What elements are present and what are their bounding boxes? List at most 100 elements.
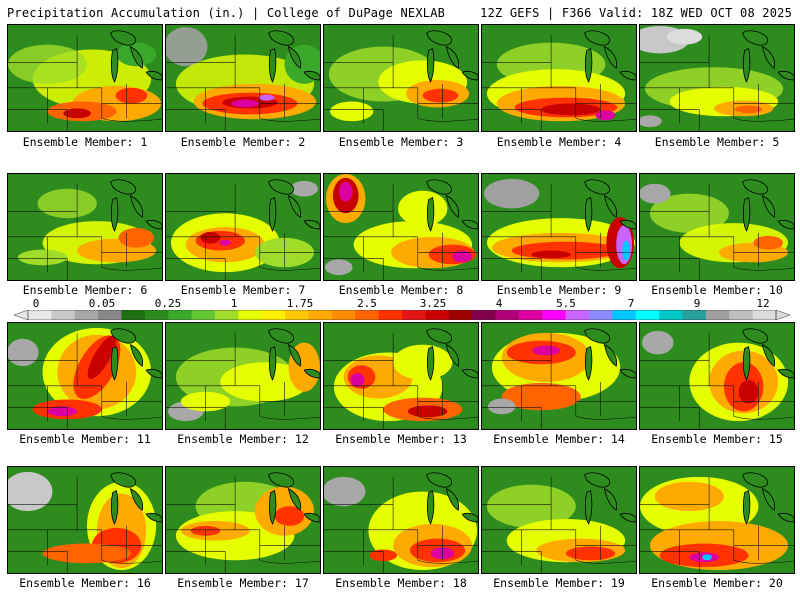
great-lake-outline (426, 179, 452, 195)
great-lake-outline (761, 194, 776, 218)
great-lake-outline (584, 196, 593, 232)
state-border-line (417, 415, 478, 420)
ensemble-map-18[interactable] (323, 466, 479, 574)
great-lake-outline (619, 70, 636, 81)
state-border-line (101, 266, 162, 271)
ensemble-map-15[interactable] (639, 322, 795, 430)
colorbar-tick-label: 9 (693, 297, 701, 310)
colorbar-segment (402, 310, 426, 320)
ensemble-map-7[interactable] (165, 173, 321, 281)
ensemble-map-4[interactable] (481, 24, 637, 132)
great-lake-outline (777, 512, 794, 523)
ensemble-map-19[interactable] (481, 466, 637, 574)
state-border-line (101, 559, 162, 564)
colorbar-segment (98, 310, 122, 320)
ensemble-map-8[interactable] (323, 173, 479, 281)
state-border-line (733, 559, 794, 564)
great-lake-outline (742, 328, 768, 344)
member-label-12: Ensemble Member: 12 (177, 432, 309, 446)
ensemble-map-3[interactable] (323, 24, 479, 132)
colorbar-segment (659, 310, 683, 320)
member-label-1: Ensemble Member: 1 (22, 135, 148, 149)
great-lake-outline (110, 328, 136, 344)
colorbar-segment (635, 310, 660, 320)
great-lake-outline (287, 487, 302, 511)
ensemble-map-13[interactable] (323, 322, 479, 430)
colorbar-segment (729, 310, 753, 320)
great-lake-outline (129, 487, 144, 511)
great-lake-outline (303, 70, 320, 81)
colorbar-tick-label: 0.25 (154, 297, 182, 310)
great-lake-outline (145, 70, 162, 81)
colorbar-segment (308, 310, 333, 320)
state-border-line (259, 266, 320, 271)
great-lake-outline (268, 472, 294, 488)
great-lake-outline (742, 345, 751, 381)
ensemble-map-17[interactable] (165, 466, 321, 574)
great-lake-outline (426, 47, 435, 83)
colorbar-min-arrow (14, 310, 29, 320)
colorbar-tick-label: 3.25 (419, 297, 447, 310)
great-lake-outline (584, 472, 610, 488)
ensemble-map-1[interactable] (7, 24, 163, 132)
great-lake-outline (619, 368, 636, 379)
ensemble-map-5[interactable] (639, 24, 795, 132)
colorbar-segment (495, 310, 520, 320)
colorbar-segment (74, 310, 99, 320)
great-lake-outline (145, 368, 162, 379)
member-label-9: Ensemble Member: 9 (496, 283, 622, 297)
great-lake-outline (110, 196, 119, 232)
state-border-line (575, 266, 636, 271)
ensemble-map-12[interactable] (165, 322, 321, 430)
great-lake-outline (303, 219, 320, 230)
colorbar-tick-label: 12 (756, 297, 770, 310)
state-border-line (733, 266, 794, 271)
colorbar-tick-label: 5.5 (556, 297, 576, 310)
member-label-3: Ensemble Member: 3 (338, 135, 464, 149)
great-lake-outline (268, 345, 277, 381)
ensemble-map-9[interactable] (481, 173, 637, 281)
ensemble-map-16[interactable] (7, 466, 163, 574)
great-lake-outline (287, 194, 302, 218)
ensemble-map-2[interactable] (165, 24, 321, 132)
ensemble-map-11[interactable] (7, 322, 163, 430)
great-lake-outline (584, 489, 593, 525)
great-lake-outline (777, 368, 794, 379)
member-label-4: Ensemble Member: 4 (496, 135, 622, 149)
great-lake-outline (110, 179, 136, 195)
colorbar-segment (612, 310, 637, 320)
colorbar-tick-label: 7 (627, 297, 635, 310)
great-lake-outline (426, 345, 435, 381)
great-lake-outline (129, 194, 144, 218)
colorbar-tick-label: 1 (230, 297, 238, 310)
great-lake-outline (268, 196, 277, 232)
great-lake-outline (742, 489, 751, 525)
ensemble-map-14[interactable] (481, 322, 637, 430)
great-lake-outline (603, 194, 618, 218)
great-lake-outline (742, 47, 751, 83)
great-lake-outline (426, 472, 452, 488)
great-lake-outline (584, 47, 593, 83)
great-lake-outline (426, 30, 452, 46)
member-label-20: Ensemble Member: 20 (651, 576, 783, 590)
great-lake-outline (268, 179, 294, 195)
colorbar-segment (378, 310, 403, 320)
great-lake-outline (426, 328, 452, 344)
colorbar-segment (121, 310, 146, 320)
ensemble-map-10[interactable] (639, 173, 795, 281)
great-lake-outline (742, 179, 768, 195)
great-lake-outline (287, 45, 302, 69)
ensemble-map-6[interactable] (7, 173, 163, 281)
member-label-2: Ensemble Member: 2 (180, 135, 306, 149)
great-lake-outline (129, 343, 144, 367)
great-lake-outline (426, 196, 435, 232)
member-label-13: Ensemble Member: 13 (335, 432, 467, 446)
state-border-line (259, 415, 320, 420)
member-label-10: Ensemble Member: 10 (651, 283, 783, 297)
great-lake-outline (619, 219, 636, 230)
great-lake-outline (445, 45, 460, 69)
member-label-15: Ensemble Member: 15 (651, 432, 783, 446)
colorbar-tick-label: 2.5 (357, 297, 377, 310)
great-lake-outline (129, 45, 144, 69)
ensemble-map-20[interactable] (639, 466, 795, 574)
